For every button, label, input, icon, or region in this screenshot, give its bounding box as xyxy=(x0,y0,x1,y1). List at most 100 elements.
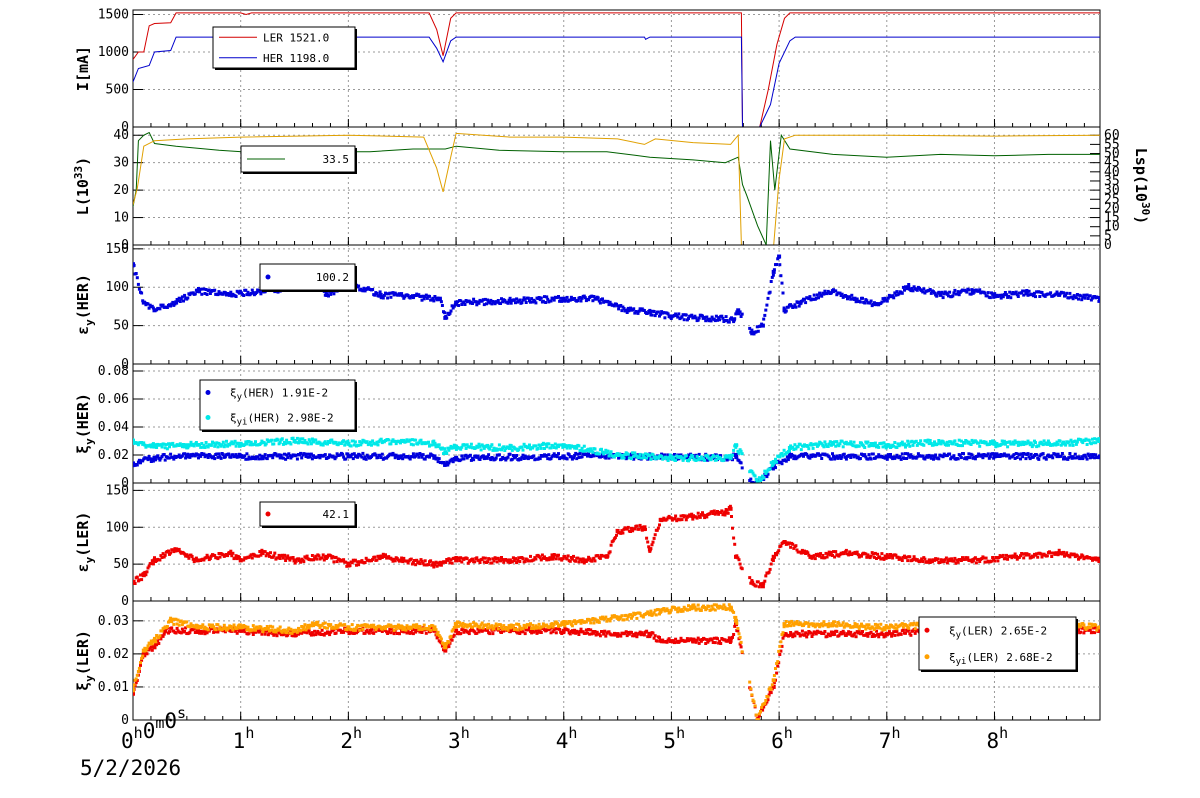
data-point xyxy=(1013,552,1017,556)
data-point xyxy=(286,633,290,637)
data-point xyxy=(477,630,481,634)
data-point xyxy=(838,291,842,295)
data-point xyxy=(915,288,919,292)
data-point xyxy=(551,630,555,634)
data-point xyxy=(205,293,209,296)
y2-tick-label: 40 xyxy=(1104,165,1120,180)
data-point xyxy=(904,631,907,635)
data-point xyxy=(247,631,251,635)
data-point xyxy=(324,554,329,559)
data-point xyxy=(424,293,428,297)
data-layer xyxy=(133,436,1100,483)
data-point xyxy=(792,546,796,550)
data-point xyxy=(381,552,385,556)
data-point xyxy=(768,290,772,294)
data-point xyxy=(734,554,738,559)
data-point xyxy=(673,453,676,456)
data-point xyxy=(242,558,246,562)
data-point xyxy=(759,324,762,328)
data-point xyxy=(183,293,187,297)
data-point xyxy=(451,446,455,449)
data-point xyxy=(640,631,644,635)
data-point xyxy=(1023,289,1027,293)
data-point xyxy=(144,573,148,577)
data-point xyxy=(488,632,492,636)
data-point xyxy=(723,319,727,322)
data-point xyxy=(806,632,810,636)
data-point xyxy=(351,439,355,443)
data-point xyxy=(847,553,851,557)
data-point xyxy=(812,554,816,558)
data-point xyxy=(266,633,270,637)
data-point xyxy=(731,635,734,639)
data-point xyxy=(162,453,166,456)
legend-swatch-dot xyxy=(265,274,271,280)
data-point xyxy=(847,630,851,634)
y-axis-label: εy(LER) xyxy=(74,512,96,573)
data-point xyxy=(523,297,527,301)
data-point xyxy=(980,453,984,457)
data-point xyxy=(956,290,960,294)
data-point xyxy=(823,440,827,444)
data-point xyxy=(697,452,701,456)
data-point xyxy=(952,559,956,563)
data-point xyxy=(483,297,487,301)
data-point xyxy=(789,631,793,634)
data-point xyxy=(1075,293,1079,296)
data-point xyxy=(694,316,698,320)
data-point xyxy=(408,457,412,461)
data-point xyxy=(679,514,683,518)
data-point xyxy=(1012,442,1016,446)
data-point xyxy=(321,553,325,557)
data-point xyxy=(301,437,305,441)
data-point xyxy=(526,296,530,300)
data-point xyxy=(999,296,1003,300)
data-point xyxy=(635,524,639,528)
data-point xyxy=(982,556,986,560)
data-point xyxy=(281,456,285,460)
data-point xyxy=(538,556,542,560)
data-point xyxy=(797,632,801,636)
data-point xyxy=(826,552,830,556)
data-point xyxy=(555,455,559,459)
data-point xyxy=(496,299,500,302)
data-point xyxy=(885,299,889,303)
data-point xyxy=(596,554,600,558)
data-point xyxy=(927,558,932,563)
data-point xyxy=(150,457,154,461)
data-point xyxy=(787,446,792,450)
data-point xyxy=(216,445,220,449)
data-point xyxy=(399,293,402,297)
data-point xyxy=(825,555,829,559)
data-point xyxy=(723,510,728,515)
data-point xyxy=(1014,290,1018,294)
data-point xyxy=(392,632,396,636)
data-point xyxy=(728,506,733,511)
data-point xyxy=(991,452,995,456)
data-point xyxy=(420,559,424,563)
y-tick-label: 100 xyxy=(106,280,129,295)
data-point xyxy=(701,315,706,320)
data-point xyxy=(843,455,847,459)
data-point xyxy=(622,527,626,531)
data-point xyxy=(732,633,736,636)
data-point xyxy=(447,645,451,649)
data-point xyxy=(949,457,953,461)
data-point xyxy=(268,554,271,558)
data-point xyxy=(521,298,525,302)
data-point xyxy=(551,297,555,300)
data-point xyxy=(413,559,416,562)
data-point xyxy=(693,455,697,459)
data-point xyxy=(658,636,661,639)
legend-swatch-dot xyxy=(205,415,211,420)
data-point xyxy=(993,559,997,563)
data-point xyxy=(646,311,650,315)
data-point xyxy=(761,708,765,712)
data-point xyxy=(830,441,835,446)
data-point xyxy=(1017,440,1021,444)
data-point xyxy=(410,438,414,442)
y-tick-label: 0 xyxy=(121,594,129,609)
data-point xyxy=(650,543,654,547)
data-point xyxy=(423,457,427,461)
